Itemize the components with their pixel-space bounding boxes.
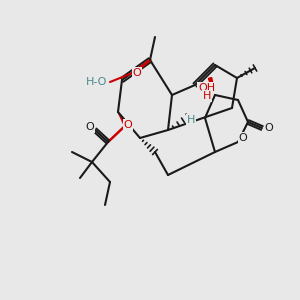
Text: O: O bbox=[133, 68, 141, 78]
Text: O: O bbox=[85, 122, 94, 132]
Polygon shape bbox=[134, 60, 150, 73]
Text: OH: OH bbox=[198, 83, 216, 93]
Polygon shape bbox=[208, 77, 215, 95]
Text: O: O bbox=[265, 123, 273, 133]
Text: O: O bbox=[238, 133, 247, 143]
Text: H: H bbox=[187, 115, 195, 125]
Text: H-O: H-O bbox=[85, 77, 107, 87]
Text: H: H bbox=[203, 91, 211, 101]
Polygon shape bbox=[118, 112, 128, 126]
Text: O: O bbox=[124, 120, 132, 130]
